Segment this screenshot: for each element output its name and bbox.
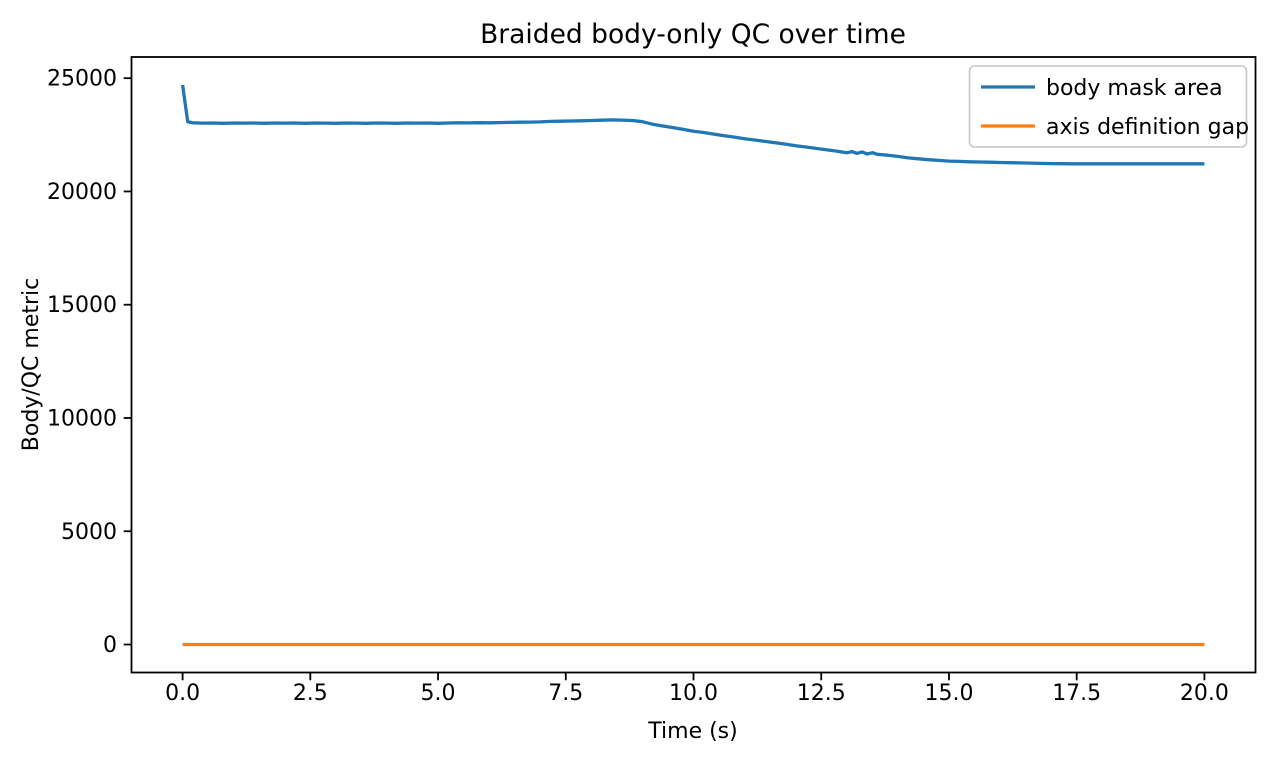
x-axis-label: Time (s) (647, 719, 737, 744)
x-tick-label: 2.5 (293, 681, 328, 706)
legend-item-label: axis definition gap (1046, 115, 1249, 140)
plot-area: 0.0 2.5 5.0 7.5 10.0 12.5 15.0 17.5 20.0 0 5000 100… (47, 56, 1257, 706)
y-tick-label: 10000 (47, 406, 117, 431)
chart-title: Braided body-only QC over time (480, 19, 906, 50)
y-tick-label: 15000 (47, 293, 117, 318)
x-tick-label: 10.0 (669, 681, 718, 706)
x-tick-label: 7.5 (548, 681, 583, 706)
x-tick-label: 17.5 (1052, 681, 1101, 706)
y-tick-label: 25000 (47, 67, 117, 92)
legend-box (968, 65, 1248, 148)
x-tick-label: 20.0 (1180, 681, 1229, 706)
x-tick-label: 12.5 (797, 681, 846, 706)
series-line-body-mask-area (180, 84, 1205, 166)
x-tick-label: 5.0 (421, 681, 456, 706)
x-tick-label: 15.0 (924, 681, 973, 706)
y-axis-label: Body/QC metric (19, 278, 44, 451)
y-tick-label: 20000 (47, 180, 117, 205)
legend-item-label: body mask area (1046, 76, 1223, 101)
x-tick-label: 0.0 (165, 681, 200, 706)
y-tick-label: 0 (103, 633, 117, 658)
y-tick-label: 5000 (61, 520, 117, 545)
